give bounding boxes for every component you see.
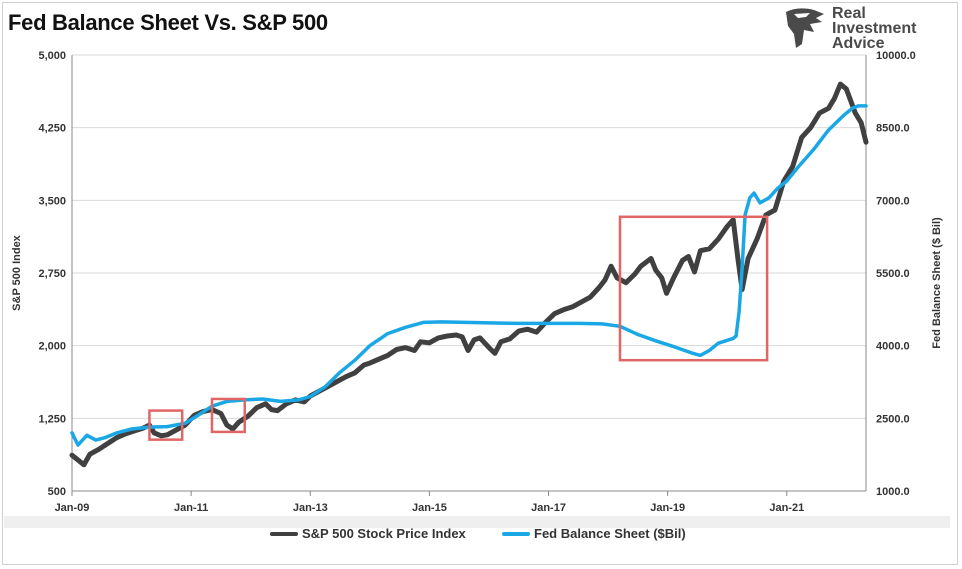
x-tick-label: Jan-11 (174, 502, 208, 514)
annotation-box (210, 397, 246, 434)
x-tick-label: Jan-09 (55, 502, 90, 514)
annotation-box (618, 215, 769, 362)
annotation-box (148, 409, 184, 441)
x-tick-label: Jan-19 (650, 502, 685, 514)
y-tick-label-right: 4000.0 (876, 341, 910, 353)
series-line-fed (70, 104, 868, 447)
y-tick-label-right: 2500.0 (876, 413, 910, 425)
y-tick-label-right: 7000.0 (876, 195, 910, 207)
y-tick-label-left: 1,250 (38, 413, 66, 425)
y-tick-label-left: 500 (48, 486, 66, 498)
y-tick-label-left: 4,250 (38, 123, 66, 135)
eagle-logo-icon (786, 8, 824, 48)
series-line-sp500 (69, 81, 869, 468)
legend-background (4, 516, 950, 528)
legend: S&P 500 Stock Price Index Fed Balance Sh… (0, 526, 962, 546)
y-tick-label-right: 5500.0 (876, 268, 910, 280)
x-tick-label: Jan-13 (293, 502, 328, 514)
logo-line-2: Investment (832, 20, 917, 37)
y-axis-title-left: S&P 500 Index (11, 234, 23, 310)
y-tick-label-right: 10000.0 (876, 50, 916, 62)
logo-line-1: Real (832, 5, 866, 22)
logo-line-3: Advice (832, 35, 885, 52)
chart-title: Fed Balance Sheet Vs. S&P 500 (8, 10, 328, 35)
y-tick-label-right: 8500.0 (876, 123, 910, 135)
legend-swatch-fed (502, 531, 530, 536)
y-tick-label-left: 3,500 (38, 195, 66, 207)
y-axis-title-right: Fed Balance Sheet ($ Bil) (931, 217, 943, 349)
legend-label-fed: Fed Balance Sheet ($Bil) (534, 526, 686, 541)
legend-label-sp500: S&P 500 Stock Price Index (302, 526, 466, 541)
y-tick-label-right: 1000.0 (876, 486, 910, 498)
x-tick-label: Jan-15 (412, 502, 447, 514)
y-tick-label-left: 2,750 (38, 268, 66, 280)
legend-swatch-sp500 (270, 531, 298, 536)
legend-item-fed: Fed Balance Sheet ($Bil) (502, 526, 686, 541)
x-tick-label: Jan-17 (531, 502, 566, 514)
y-tick-label-left: 2,000 (38, 341, 66, 353)
x-tick-label: Jan-21 (769, 502, 804, 514)
brand-logo: Real Investment Advice (780, 4, 940, 54)
y-tick-label-left: 5,000 (38, 50, 66, 62)
legend-item-sp500: S&P 500 Stock Price Index (270, 526, 466, 541)
